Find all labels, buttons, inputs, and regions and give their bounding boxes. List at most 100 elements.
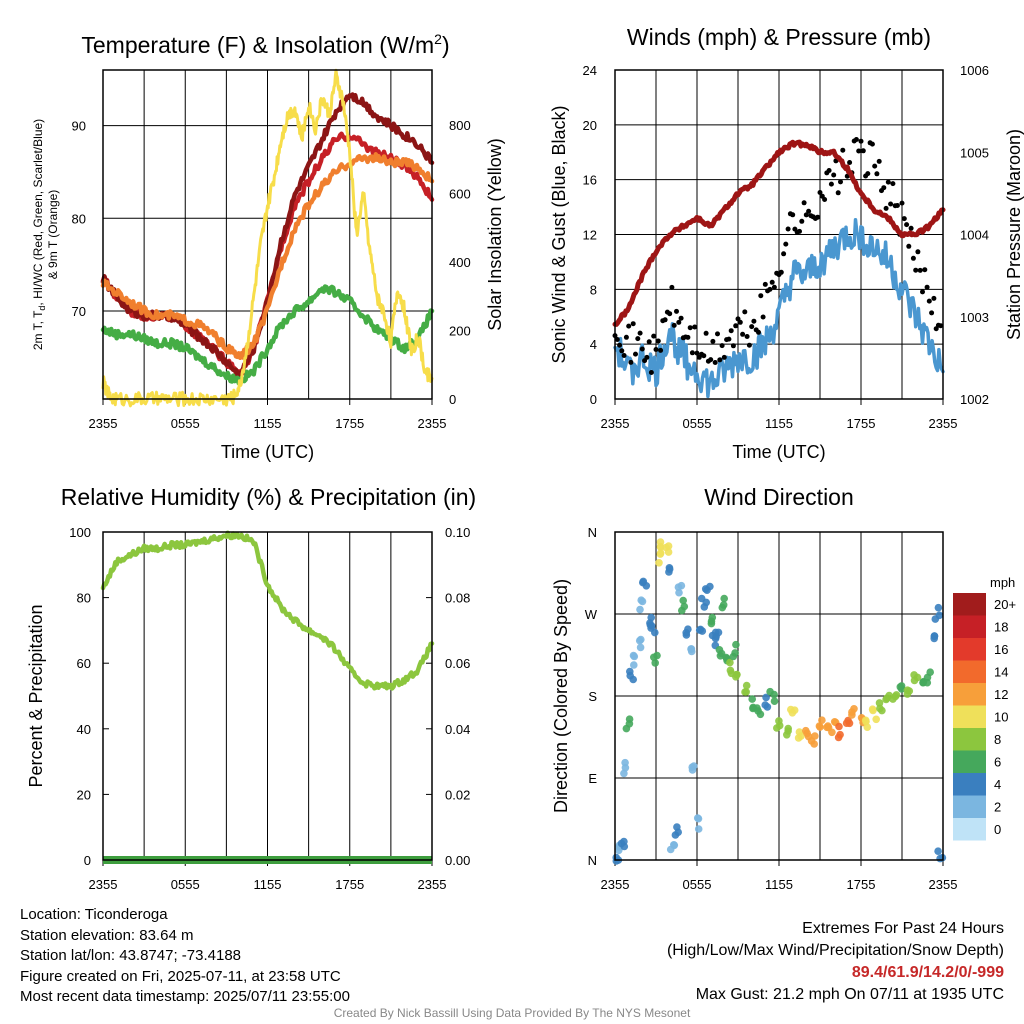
temperature-series-9m-t [100, 152, 435, 361]
direction-point [869, 706, 877, 715]
winds-x-label: Time (UTC) [732, 442, 825, 462]
humidity-frame [102, 531, 433, 861]
winds-frame [614, 69, 944, 400]
direction-point [656, 550, 665, 558]
direction-point [795, 728, 804, 736]
winds-x-tick-label: 1155 [765, 416, 793, 431]
speed-legend-label: 16 [994, 642, 1008, 657]
direction-point [903, 686, 912, 694]
speed-legend-label: 14 [994, 665, 1008, 680]
speed-legend-label: 18 [994, 620, 1008, 635]
humidity-x-tick-label: 2355 [89, 877, 118, 892]
speed-legend-swatch [953, 773, 986, 796]
direction-point [923, 678, 932, 687]
direction-point [731, 649, 739, 657]
winds-gust-point [762, 281, 768, 287]
winds-gust-point [910, 255, 916, 261]
direction-y-tick-label: S [588, 689, 597, 704]
direction-y-tick-label: N [588, 525, 597, 540]
direction-point [674, 583, 683, 591]
temperature-y-tick-label: 90 [72, 119, 86, 134]
direction-point [650, 653, 658, 662]
winds-x-tick-label: 2355 [601, 416, 630, 431]
winds-gust-point [920, 289, 925, 295]
winds-gust-point [694, 350, 700, 356]
direction-point [842, 719, 851, 727]
winds-series-sonic-wind [613, 217, 945, 399]
winds-gust-point [712, 360, 718, 365]
winds-gust-point [838, 179, 843, 185]
winds-y-tick-label: 0 [590, 392, 597, 407]
winds-gust-point [797, 228, 802, 234]
direction-point [823, 723, 831, 732]
direction-point [726, 666, 735, 675]
winds-gust-point [790, 212, 796, 218]
winds-gust-point [637, 330, 643, 336]
temperature-x-tick-label: 1155 [254, 416, 282, 431]
winds-gust-point [749, 324, 755, 330]
humidity-y2-tick-label: 0.04 [445, 722, 470, 737]
winds-gust-point [710, 338, 716, 344]
winds-gust-point [899, 200, 905, 206]
winds-gust-point [646, 339, 652, 345]
direction-point [775, 717, 783, 725]
direction-y-tick-label: E [588, 771, 597, 786]
humidity-series-rh [100, 530, 435, 691]
speed-legend-label: 0 [994, 822, 1001, 837]
humidity-y-tick-label: 60 [77, 656, 91, 671]
humidity-y2-tick-label: 0.06 [445, 656, 470, 671]
temperature-y-tick-label: 80 [72, 211, 86, 226]
direction-point [620, 769, 628, 778]
winds-gust-point [876, 158, 882, 164]
direction-point [688, 763, 696, 771]
winds-y2-tick-label: 1006 [960, 63, 989, 78]
winds-gust-point [687, 325, 693, 331]
winds-y2-tick-label: 1002 [960, 392, 989, 407]
winds-gust-point [689, 350, 695, 356]
temperature-x-label: Time (UTC) [221, 442, 314, 462]
winds-title: Winds (mph) & Pressure (mb) [627, 24, 931, 50]
direction-y-tick-label: W [585, 607, 598, 622]
direction-point [850, 705, 858, 713]
winds-gust-point [751, 318, 757, 324]
winds-gust-point [715, 331, 720, 337]
temperature-series-solar [101, 68, 434, 408]
direction-point [872, 715, 880, 724]
winds-x-tick-label: 0555 [683, 416, 712, 431]
direction-point [931, 615, 940, 623]
winds-gust-point [674, 308, 679, 314]
winds-gust-point [733, 323, 739, 329]
direction-point [892, 691, 901, 699]
direction-point [694, 825, 703, 833]
winds-gust-point [692, 324, 698, 330]
winds-gust-point [744, 334, 750, 339]
direction-point [790, 706, 799, 714]
winds-gust-point [644, 354, 650, 360]
winds-y2-label: Station Pressure (Maroon) [1004, 129, 1024, 340]
winds-gust-point [717, 357, 723, 363]
winds-gust-point [828, 181, 834, 187]
direction-point [720, 594, 728, 603]
direction-point [656, 543, 665, 551]
temperature-y-tick-label: 70 [72, 304, 86, 319]
humidity-x-tick-label: 2355 [418, 877, 447, 892]
winds-gust-point [671, 322, 677, 328]
winds-gust-point [767, 286, 773, 292]
winds-gust-point [904, 222, 910, 228]
winds-gust-point [817, 190, 823, 195]
direction-point [811, 732, 819, 740]
temperature-x-tick-label: 0555 [171, 416, 200, 431]
speed-legend-label: 10 [994, 710, 1008, 725]
winds-gust-point [913, 267, 919, 273]
humidity-y-tick-label: 100 [69, 525, 91, 540]
winds-gust-point [869, 141, 875, 147]
humidity-y2-tick-label: 0.02 [445, 787, 470, 802]
direction-frame [614, 531, 944, 861]
winds-gust-point [730, 343, 736, 349]
winds-gust-point [726, 336, 732, 342]
direction-title: Wind Direction [704, 484, 854, 510]
winds-x-tick-label: 2355 [929, 416, 958, 431]
speed-legend-label: 12 [994, 687, 1008, 702]
direction-point [803, 729, 811, 738]
winds-gust-point [758, 293, 764, 299]
